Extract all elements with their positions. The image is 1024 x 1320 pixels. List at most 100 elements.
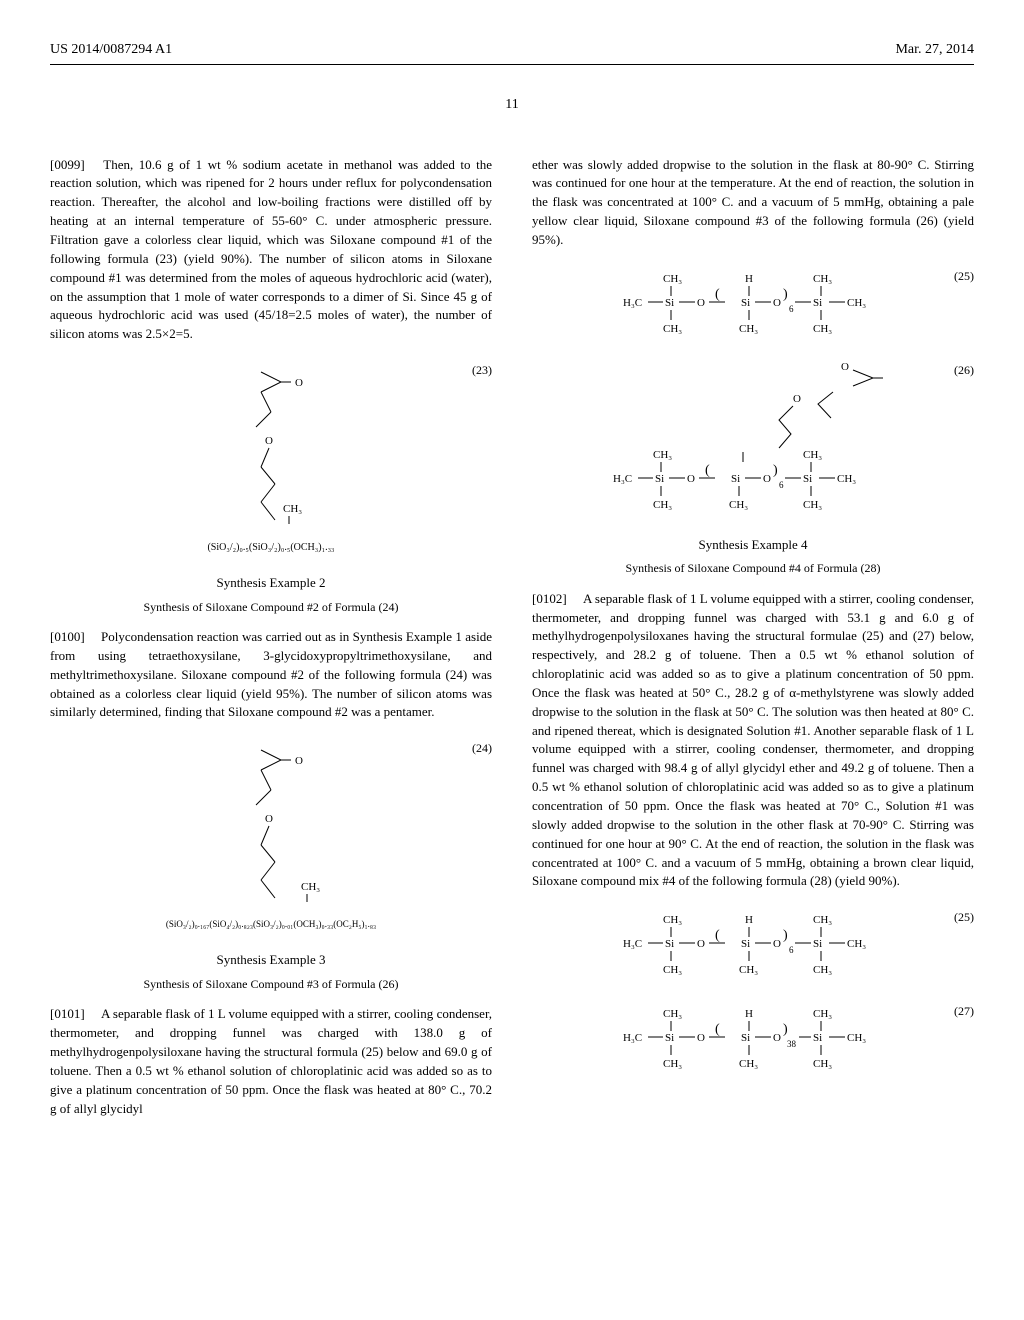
svg-text:O: O (763, 473, 771, 485)
svg-text:Si: Si (665, 297, 674, 309)
svg-text:CH₃: CH₃ (813, 323, 832, 335)
svg-text:H: H (745, 1008, 753, 1020)
svg-text:CH₃: CH₃ (837, 473, 856, 485)
svg-text:): ) (773, 463, 778, 478)
synthesis-example-3-sub: Synthesis of Siloxane Compound #3 of For… (50, 976, 492, 993)
svg-text:O: O (841, 362, 849, 373)
svg-text:CH₃: CH₃ (847, 297, 866, 309)
svg-text:O: O (773, 297, 781, 309)
two-column-body: [0099] Then, 10.6 g of 1 wt % sodium ace… (50, 156, 974, 1127)
svg-text:Si: Si (813, 1032, 822, 1044)
formula-26: (26) O O CH₃ CH₃ (532, 362, 974, 518)
svg-text:CH₃: CH₃ (729, 499, 748, 511)
svg-text:): ) (783, 287, 788, 302)
svg-text:H₃C: H₃C (623, 938, 642, 950)
para-0102: [0102] A separable flask of 1 L volume e… (532, 590, 974, 892)
patent-date: Mar. 27, 2014 (895, 40, 974, 60)
svg-text:Si: Si (803, 473, 812, 485)
svg-text:6: 6 (789, 945, 794, 955)
formula-26-structure: O O CH₃ CH₃ H₃C Si O (593, 362, 913, 512)
svg-text:CH₃: CH₃ (663, 1008, 682, 1020)
formula-24-sub: (SiO₃/₂)₀.₁₆₇(SiO₄/₂)₀.₈₂₃(SiO₃/₂)₀.₀₁(O… (166, 920, 376, 930)
synthesis-example-4-title: Synthesis Example 4 (532, 536, 974, 555)
formula-23-sub: (SiO₃/₂)₀.₅(SiO₃/₂)₀.₅(OCH₃)₁.₃₃ (207, 542, 334, 553)
svg-text:CH₃: CH₃ (847, 1032, 866, 1044)
formula-23-num: (23) (472, 362, 492, 379)
svg-text:38: 38 (787, 1039, 797, 1049)
svg-text:O: O (697, 1032, 705, 1044)
svg-text:CH₃: CH₃ (301, 881, 320, 893)
svg-text:CH₃: CH₃ (813, 914, 832, 926)
formula-27: (27) CH₃ H CH₃ H₃C Si O ( (532, 1003, 974, 1079)
svg-text:): ) (783, 1022, 788, 1037)
svg-text:CH₃: CH₃ (803, 449, 822, 461)
svg-text:O: O (697, 297, 705, 309)
svg-text:6: 6 (779, 480, 784, 490)
svg-text:O: O (793, 393, 801, 405)
left-column: [0099] Then, 10.6 g of 1 wt % sodium ace… (50, 156, 492, 1127)
formula-25b: (25) CH₃HCH₃ H₃C Si O ( (532, 909, 974, 985)
svg-text:(: ( (715, 928, 720, 943)
svg-text:): ) (783, 928, 788, 943)
svg-text:Si: Si (813, 938, 822, 950)
svg-text:H₃C: H₃C (613, 473, 632, 485)
svg-text:6: 6 (789, 304, 794, 314)
right-column: ether was slowly added dropwise to the s… (532, 156, 974, 1127)
svg-text:Si: Si (741, 938, 750, 950)
svg-text:CH₃: CH₃ (813, 964, 832, 976)
formula-23: (23) O O CH₃ (50, 362, 492, 556)
formula-25-num: (25) (954, 268, 974, 285)
svg-text:Si: Si (665, 1032, 674, 1044)
svg-text:Si: Si (665, 938, 674, 950)
svg-text:Si: Si (741, 1032, 750, 1044)
svg-text:O: O (773, 1032, 781, 1044)
svg-text:(: ( (705, 463, 710, 478)
para-0099: [0099] Then, 10.6 g of 1 wt % sodium ace… (50, 156, 492, 344)
formula-24: (24) O O CH₃ (50, 740, 492, 933)
svg-text:CH₃: CH₃ (653, 449, 672, 461)
svg-text:CH₃: CH₃ (739, 1058, 758, 1070)
formula-25b-num: (25) (954, 909, 974, 926)
svg-text:O: O (265, 813, 273, 825)
svg-text:CH₃: CH₃ (803, 499, 822, 511)
formula-25-structure: CH₃ H CH₃ H₃C Si O ( Si O ) (603, 268, 903, 338)
svg-text:CH₃: CH₃ (653, 499, 672, 511)
formula-24-structure: O O CH₃ (SiO₃/₂)₀.₁₆₇(SiO₄/₂)₀.₈₂₃(SiO₃/… (166, 740, 376, 930)
synthesis-example-2-sub: Synthesis of Siloxane Compound #2 of For… (50, 599, 492, 616)
para-0100: [0100] Polycondensation reaction was car… (50, 628, 492, 722)
svg-text:CH₃: CH₃ (663, 273, 682, 285)
svg-text:O: O (687, 473, 695, 485)
svg-text:H: H (745, 914, 753, 926)
formula-27-num: (27) (954, 1003, 974, 1020)
synthesis-example-4-sub: Synthesis of Siloxane Compound #4 of For… (532, 560, 974, 577)
svg-text:Si: Si (655, 473, 664, 485)
synthesis-example-3-title: Synthesis Example 3 (50, 951, 492, 970)
svg-text:Si: Si (731, 473, 740, 485)
formula-27-structure: CH₃ H CH₃ H₃C Si O ( Si O ) (603, 1003, 903, 1073)
formula-25: (25) CH₃ H CH₃ H₃C Si O ( (532, 268, 974, 344)
synthesis-example-2-title: Synthesis Example 2 (50, 574, 492, 593)
page-number: 11 (50, 95, 974, 115)
svg-text:O: O (265, 435, 273, 447)
svg-text:CH₃: CH₃ (739, 323, 758, 335)
page-header: US 2014/0087294 A1 Mar. 27, 2014 (50, 40, 974, 65)
right-top-para: ether was slowly added dropwise to the s… (532, 156, 974, 250)
svg-text:(: ( (715, 1022, 720, 1037)
svg-text:Si: Si (813, 297, 822, 309)
svg-text:H: H (745, 273, 753, 285)
svg-text:Si: Si (741, 297, 750, 309)
patent-number: US 2014/0087294 A1 (50, 40, 172, 60)
svg-text:CH₃: CH₃ (283, 503, 302, 515)
svg-text:O: O (295, 377, 303, 389)
svg-text:CH₃: CH₃ (663, 1058, 682, 1070)
formula-23-structure: O O CH₃ (SiO₃/₂)₀.₅(SiO₃/₂)₀.₅(OCH₃)₁.₃₃ (207, 362, 334, 553)
svg-text:CH₃: CH₃ (663, 914, 682, 926)
formula-25b-structure: CH₃HCH₃ H₃C Si O ( Si O ) (603, 909, 903, 979)
formula-26-num: (26) (954, 362, 974, 379)
svg-text:(: ( (715, 287, 720, 302)
formula-24-num: (24) (472, 740, 492, 757)
svg-text:H₃C: H₃C (623, 1032, 642, 1044)
svg-text:O: O (295, 755, 303, 767)
svg-text:H₃C: H₃C (623, 297, 642, 309)
svg-text:CH₃: CH₃ (813, 273, 832, 285)
